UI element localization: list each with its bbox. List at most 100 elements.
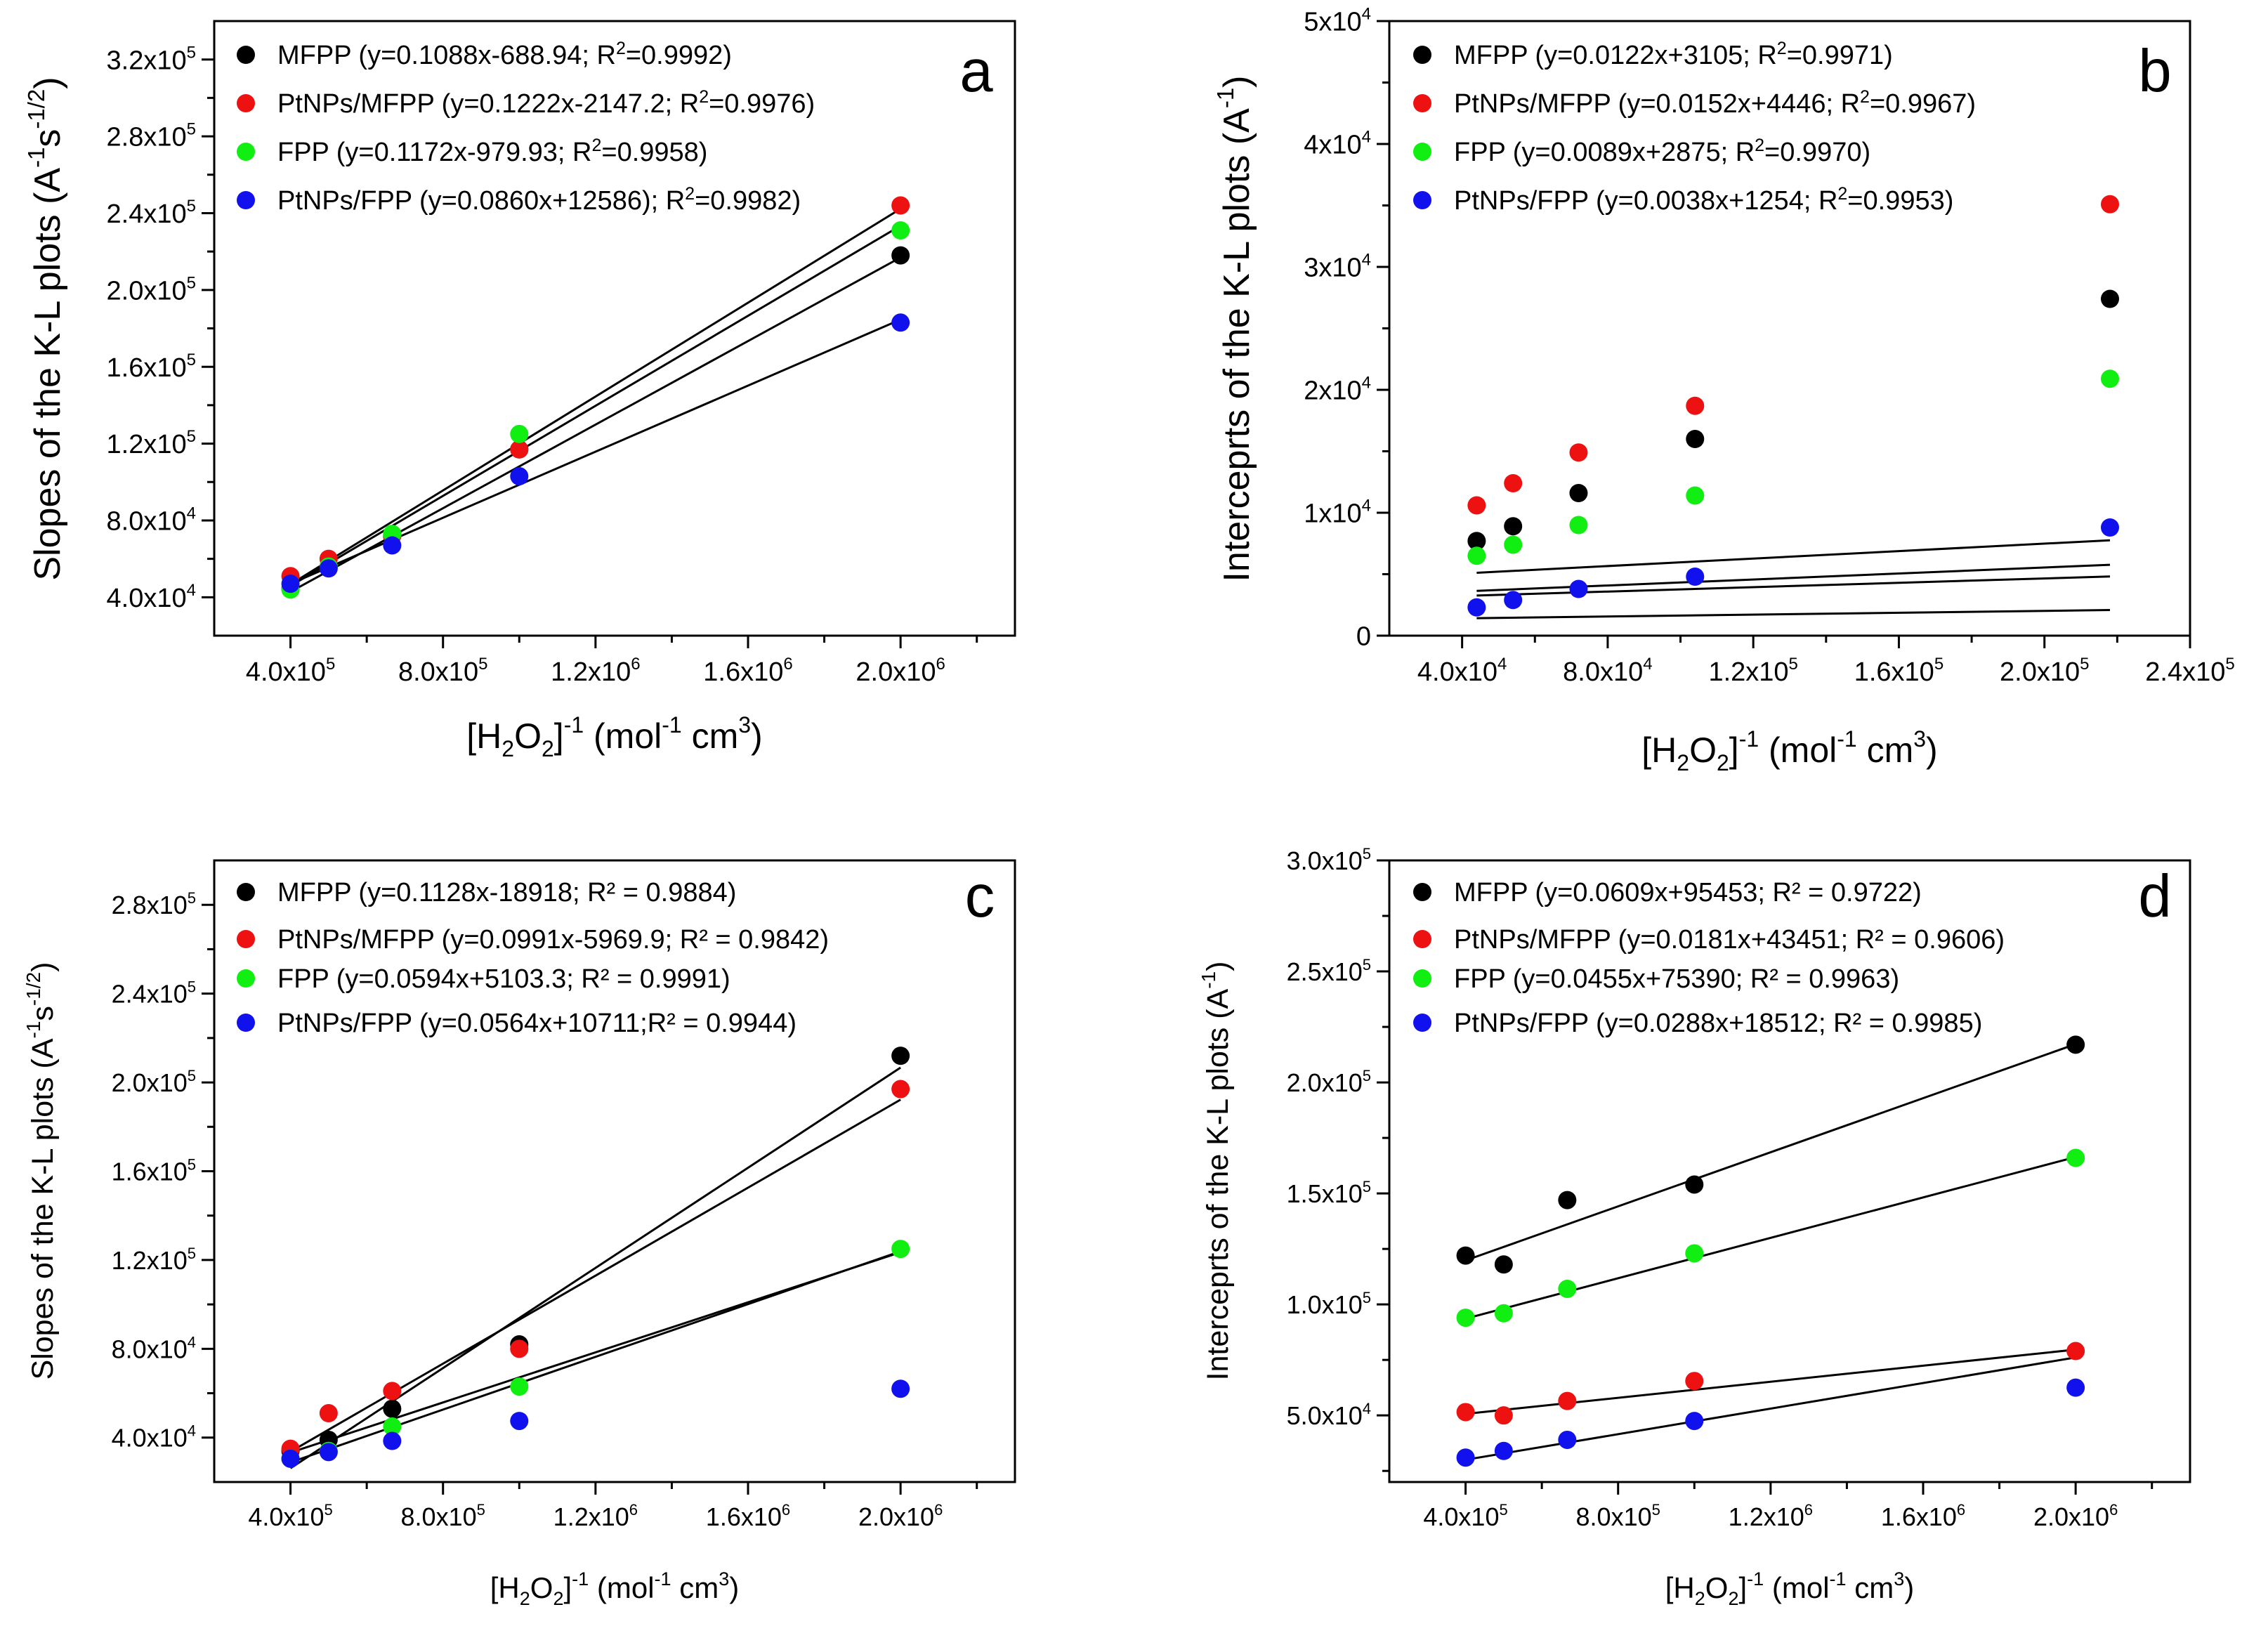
- fit-lines-c: [289, 1066, 901, 1469]
- y-tick-label: 3.0x105: [1287, 845, 1371, 875]
- x-tick-label: 1.2x106: [1729, 1501, 1813, 1531]
- legend-text-fpp: FPP (y=0.1172x-979.93; R2=0.9958): [277, 136, 707, 167]
- fit-line-ptnps-mfpp: [289, 208, 901, 586]
- y-tick-label: 8.0x104: [112, 1333, 196, 1363]
- point-ptnps-mfpp: [1467, 496, 1486, 515]
- fit-lines-a: [289, 208, 901, 593]
- y-tick-label: 1.2x105: [107, 427, 196, 459]
- fit-line-mfpp: [289, 256, 901, 593]
- point-ptnps-mfpp: [1494, 1406, 1513, 1425]
- point-ptnps-fpp: [281, 575, 300, 594]
- fit-lines-b: [1476, 539, 2111, 619]
- point-ptnps-fpp: [1456, 1448, 1475, 1467]
- y-axis-label-b: Interceprts of the K-L plots (A-1): [1212, 75, 1257, 582]
- x-axis-label-a: [H2O2]-1 (mol-1 cm3): [466, 712, 762, 761]
- y-tick-label: 5x104: [1304, 5, 1371, 37]
- x-tick-label: 8.0x105: [398, 655, 487, 687]
- x-ticks-d: 4.0x105 8.0x105 1.2x106 1.6x106 2.0x106: [1423, 1482, 2154, 1531]
- point-fpp: [510, 424, 529, 443]
- point-fpp: [1504, 535, 1523, 554]
- point-mfpp: [1467, 532, 1486, 551]
- fit-line-ptnps-fpp: [1476, 609, 2111, 619]
- panel-label-b: b: [2138, 38, 2171, 105]
- y-tick-label: 2x104: [1304, 374, 1371, 406]
- points-d: [1456, 1035, 2085, 1467]
- point-ptnps-mfpp: [1569, 443, 1588, 462]
- x-tick-label: 1.6x106: [706, 1501, 790, 1531]
- legend-b: MFPP (y=0.0122x+3105; R2=0.9971) PtNPs/M…: [1413, 39, 1976, 216]
- point-mfpp: [1686, 430, 1705, 448]
- point-ptnps-mfpp: [1456, 1403, 1475, 1422]
- x-ticks-a: 4.0x105 8.0x105 1.2x106 1.6x106 2.0x106: [246, 636, 978, 687]
- legend-a: MFPP (y=0.1088x-688.94; R2=0.9992) PtNPs…: [237, 39, 815, 216]
- y-tick-label: 2.0x105: [112, 1067, 196, 1097]
- x-tick-label: 8.0x104: [1563, 655, 1652, 687]
- point-fpp: [1685, 1244, 1704, 1263]
- point-ptnps-mfpp: [510, 440, 529, 459]
- legend-d: MFPP (y=0.0609x+95453; R² = 0.9722) PtNP…: [1413, 878, 2005, 1038]
- point-ptnps-mfpp: [891, 196, 910, 215]
- point-ptnps-fpp: [1558, 1430, 1577, 1449]
- point-mfpp: [1685, 1175, 1704, 1194]
- point-ptnps-mfpp: [2101, 195, 2119, 214]
- point-fpp: [1569, 516, 1588, 535]
- legend-marker-ptnps-mfpp: [1413, 94, 1431, 112]
- y-axis-label-c: Slopes of the K-L plots (A-1s-1/2): [22, 962, 60, 1380]
- point-mfpp: [891, 246, 910, 265]
- point-ptnps-mfpp: [383, 1382, 402, 1401]
- legend-text-ptnps-fpp: PtNPs/FPP (y=0.0038x+1254; R2=0.9953): [1454, 184, 1953, 216]
- panel-label-d: d: [2138, 863, 2171, 930]
- legend-marker-ptnps-mfpp: [1413, 930, 1431, 948]
- point-ptnps-mfpp: [2066, 1342, 2085, 1361]
- point-mfpp: [383, 1399, 402, 1418]
- points-b: [1467, 195, 2119, 617]
- y-ticks-a: 4.0x104 8.0x104 1.2x105 1.6x105 2.0x105 2.4x1…: [107, 43, 214, 613]
- fit-line-ptnps-fpp: [1465, 1356, 2076, 1461]
- point-ptnps-mfpp: [319, 1404, 338, 1423]
- y-tick-label: 1.6x105: [107, 350, 196, 383]
- point-ptnps-fpp: [1569, 579, 1588, 598]
- point-mfpp: [2066, 1035, 2085, 1054]
- point-fpp: [2066, 1148, 2085, 1167]
- point-ptnps-fpp: [383, 1431, 402, 1450]
- point-ptnps-fpp: [383, 536, 402, 555]
- legend-marker-ptnps-fpp: [237, 191, 255, 209]
- x-tick-label: 8.0x105: [401, 1501, 485, 1531]
- point-ptnps-fpp: [510, 467, 529, 486]
- point-mfpp: [1569, 484, 1588, 502]
- point-fpp: [2101, 369, 2119, 388]
- y-tick-label: 4.0x104: [112, 1422, 196, 1453]
- point-ptnps-fpp: [2066, 1378, 2085, 1397]
- point-ptnps-fpp: [281, 1449, 300, 1468]
- x-axis-label-d: [H2O2]-1 (mol-1 cm3): [1665, 1568, 1914, 1609]
- point-ptnps-mfpp: [1504, 474, 1523, 492]
- y-tick-label: 3.2x105: [107, 43, 196, 75]
- x-tick-label: 1.2x106: [553, 1501, 638, 1531]
- legend-text-ptnps-mfpp: PtNPs/MFPP (y=0.0181x+43451; R² = 0.9606…: [1454, 925, 2005, 955]
- x-ticks-c: 4.0x105 8.0x105 1.2x106 1.6x106 2.0x106: [248, 1482, 978, 1531]
- x-axis-label-b: [H2O2]-1 (mol-1 cm3): [1641, 726, 1937, 775]
- y-tick-label: 8.0x104: [107, 504, 196, 537]
- point-ptnps-fpp: [1494, 1441, 1513, 1460]
- x-tick-label: 2.4x105: [2145, 655, 2234, 687]
- point-mfpp: [1494, 1255, 1513, 1274]
- point-ptnps-fpp: [319, 559, 338, 578]
- legend-text-ptnps-mfpp: PtNPs/MFPP (y=0.0152x+4446; R2=0.9967): [1454, 87, 1976, 119]
- legend-marker-ptnps-mfpp: [237, 930, 255, 948]
- legend-text-ptnps-mfpp: PtNPs/MFPP (y=0.1222x-2147.2; R2=0.9976): [277, 87, 815, 119]
- plot-frame-d: [1388, 859, 2191, 1483]
- fit-lines-d: [1465, 1043, 2076, 1461]
- point-fpp: [1558, 1280, 1577, 1299]
- legend-marker-ptnps-mfpp: [237, 94, 255, 112]
- fit-line-ptnps-fpp: [290, 1251, 901, 1454]
- point-ptnps-mfpp: [1558, 1391, 1577, 1410]
- y-axis-label-a: Slopes of the K-L plots (A-1s-1/2): [23, 77, 68, 580]
- x-tick-label: 1.2x105: [1708, 655, 1797, 687]
- legend-text-fpp: FPP (y=0.0594x+5103.3; R² = 0.9991): [277, 964, 730, 994]
- x-tick-label: 1.6x106: [703, 655, 792, 687]
- point-fpp: [891, 221, 910, 240]
- fit-line-fpp: [1465, 1155, 2076, 1320]
- fit-line-ptnps-mfpp: [1465, 1348, 2076, 1415]
- x-tick-label: 4.0x105: [1423, 1501, 1507, 1531]
